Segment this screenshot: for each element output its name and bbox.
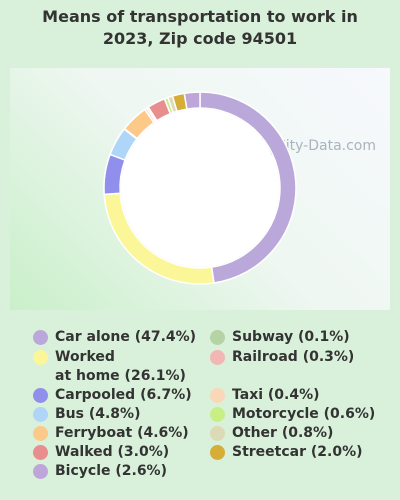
legend-item-railroad: Railroad (0.3%) — [210, 348, 354, 367]
legend-swatch — [33, 350, 48, 365]
legend-item-taxi: Taxi (0.4%) — [210, 386, 320, 405]
slice-bicycle[interactable] — [183, 91, 201, 110]
legend-label: Carpooled (6.7%) — [55, 387, 192, 403]
donut-hole — [121, 109, 279, 267]
chart-title-line-1: Means of transportation to work in — [42, 7, 358, 26]
legend-swatch — [210, 388, 225, 403]
legend-item-carpooled: Carpooled (6.7%) — [33, 386, 192, 405]
legend-item-bicycle: Bicycle (2.6%) — [33, 462, 167, 481]
legend-swatch — [33, 426, 48, 441]
legend-label: Taxi (0.4%) — [232, 387, 320, 403]
legend-label: Bicycle (2.6%) — [55, 463, 167, 479]
legend-label: Streetcar (2.0%) — [232, 444, 363, 460]
legend-label: Subway (0.1%) — [232, 329, 350, 345]
legend-label: Ferryboat (4.6%) — [55, 425, 189, 441]
legend-swatch — [210, 426, 225, 441]
legend-swatch — [33, 445, 48, 460]
legend-swatch — [210, 330, 225, 345]
chart-title-line-2: 2023, Zip code 94501 — [102, 29, 298, 48]
plot-area: City-Data.com — [10, 68, 390, 310]
legend-item-worked-at-home: Worked at home (26.1%) — [33, 348, 186, 386]
legend-item-streetcar: Streetcar (2.0%) — [210, 443, 363, 462]
watermark-text: City-Data.com — [275, 138, 376, 154]
legend-item-other: Other (0.8%) — [210, 424, 333, 443]
legend: Car alone (47.4%) Worked at home (26.1%) C… — [0, 328, 400, 498]
legend-label: Other (0.8%) — [232, 425, 334, 441]
legend-item-bus: Bus (4.8%) — [33, 405, 140, 424]
legend-label: Railroad (0.3%) — [232, 349, 355, 365]
legend-swatch — [210, 350, 225, 365]
legend-swatch — [210, 445, 225, 460]
legend-label: Bus (4.8%) — [55, 406, 141, 422]
legend-label: Walked (3.0%) — [55, 444, 170, 460]
chart-title: Means of transportation to work in 2023,… — [0, 6, 400, 50]
legend-label: Worked at home (26.1%) — [55, 349, 186, 384]
legend-item-motorcycle: Motorcycle (0.6%) — [210, 405, 375, 424]
legend-item-ferryboat: Ferryboat (4.6%) — [33, 424, 189, 443]
donut-chart — [103, 91, 297, 285]
legend-swatch — [210, 407, 225, 422]
legend-item-walked: Walked (3.0%) — [33, 443, 169, 462]
legend-item-subway: Subway (0.1%) — [210, 328, 350, 347]
legend-swatch — [33, 407, 48, 422]
legend-swatch — [33, 330, 48, 345]
legend-swatch — [33, 464, 48, 479]
legend-label: Motorcycle (0.6%) — [232, 406, 376, 422]
legend-label: Car alone (47.4%) — [55, 329, 197, 345]
legend-swatch — [33, 388, 48, 403]
legend-item-car-alone: Car alone (47.4%) — [33, 328, 196, 347]
